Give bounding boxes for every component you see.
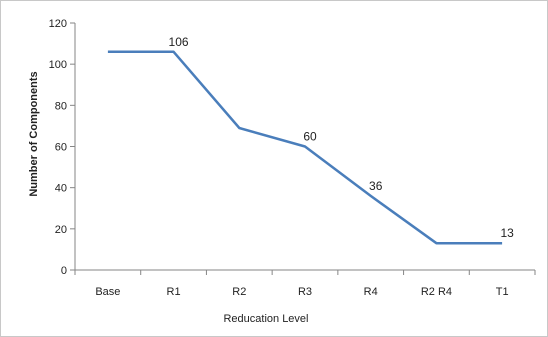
series-line <box>107 50 503 245</box>
data-label: 36 <box>369 179 383 193</box>
y-tick-label: 120 <box>49 18 67 30</box>
data-label: 60 <box>303 130 317 144</box>
y-tick-label: 80 <box>55 100 67 112</box>
x-axis-ticks: Base R1 R2 R3 R4 R2 R4 T1 <box>74 270 536 298</box>
data-label: 106 <box>169 35 189 49</box>
x-tick-label: R3 <box>298 286 312 298</box>
y-tick-label: 0 <box>61 265 67 277</box>
y-tick-label: 60 <box>55 142 67 154</box>
series-layer <box>107 50 503 245</box>
y-axis-ticks: 0 20 40 60 80 100 120 <box>49 18 75 277</box>
x-tick-label: R4 <box>364 286 378 298</box>
y-tick-label: 20 <box>55 224 67 236</box>
x-tick-label: R2 R4 <box>421 286 452 298</box>
data-labels: 106 60 36 13 <box>169 35 515 240</box>
y-tick-label: 40 <box>55 183 67 195</box>
data-label: 13 <box>500 226 514 240</box>
y-tick-label: 100 <box>49 59 67 71</box>
x-tick-label: Base <box>95 286 120 298</box>
x-tick-label: R1 <box>167 286 181 298</box>
x-axis-title: Reducation Level <box>223 313 308 325</box>
x-tick-label: T1 <box>496 286 509 298</box>
y-axis-title: Number of Components <box>28 71 40 196</box>
x-tick-label: R2 <box>232 286 246 298</box>
